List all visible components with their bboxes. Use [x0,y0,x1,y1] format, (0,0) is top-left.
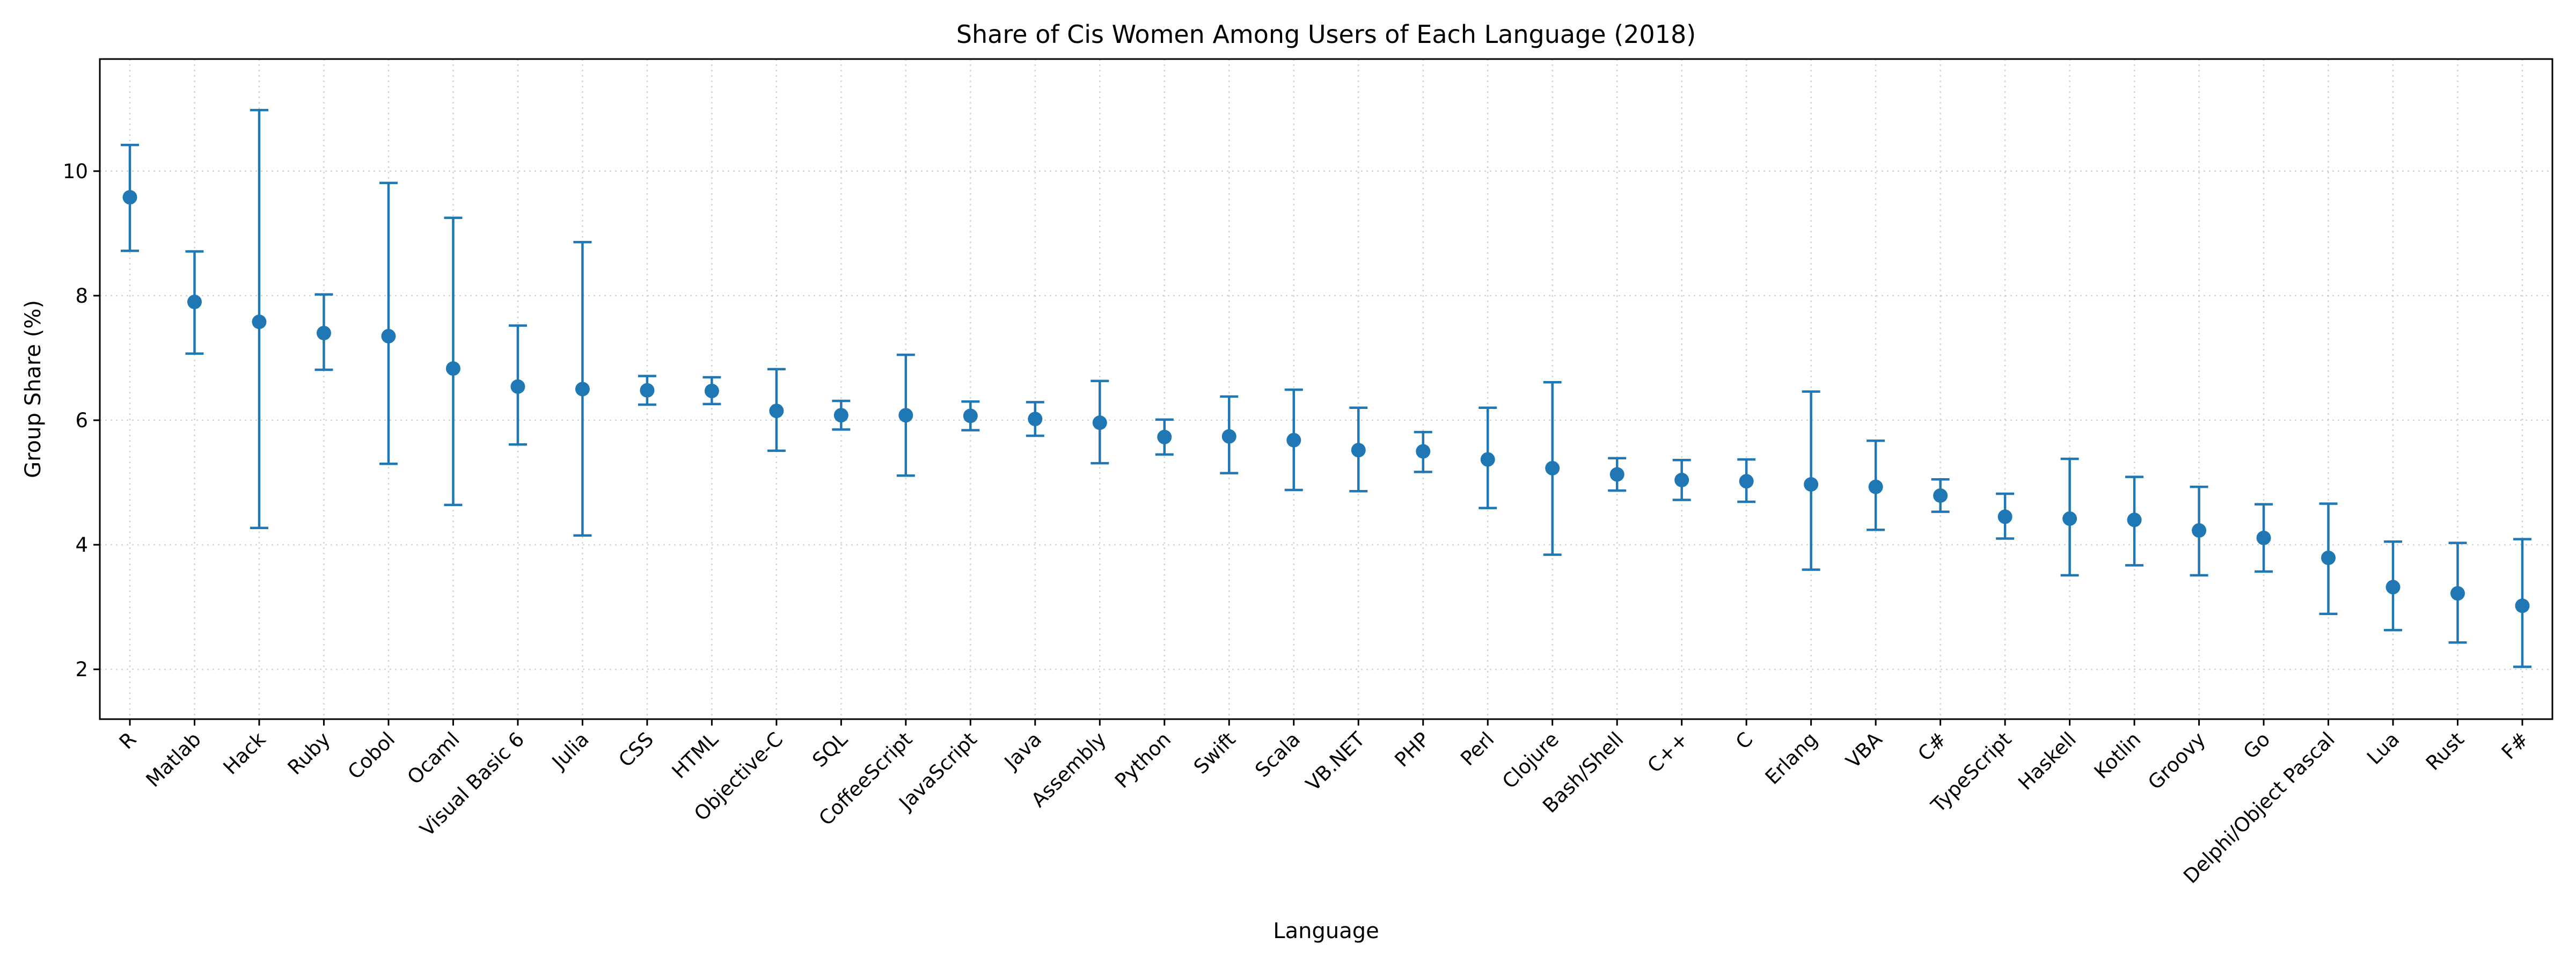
data-point-group [185,250,204,355]
data-point-group [1155,418,1174,456]
data-point-group [767,368,786,452]
data-point [704,383,719,398]
data-point [1157,429,1172,444]
data-point-group [1996,492,2015,540]
data-point-group [1349,406,1368,493]
x-axis-label: Language [1273,919,1379,943]
data-point-group [1220,395,1239,474]
data-point-group [638,375,656,406]
data-point-group [314,293,333,371]
data-point [640,383,655,398]
data-point-group [896,353,915,477]
data-point [2062,511,2077,526]
plot-frame [99,58,2553,720]
data-point-group [1608,457,1627,492]
data-point-group [2319,502,2338,616]
data-point [445,361,460,376]
data-point-group [2255,503,2273,573]
data-point-group [1026,401,1044,437]
data-point-group [1737,458,1756,503]
data-point-group [121,143,139,252]
data-point-group [961,400,980,431]
y-tick-label: 2 [75,658,88,681]
data-point [769,404,784,419]
data-point [1221,429,1236,444]
data-point-group [573,240,592,537]
data-point [833,408,848,423]
data-point [1868,479,1883,494]
y-tick-label: 4 [75,533,88,557]
data-point-group [1414,430,1432,473]
data-point [1997,509,2012,524]
data-point [1545,460,1560,475]
data-point [1933,488,1948,503]
data-point [963,408,978,423]
data-point [316,326,331,341]
data-point [2127,513,2142,528]
data-point [2515,598,2530,613]
data-point [122,190,137,205]
data-point [1286,433,1301,448]
data-point [510,379,525,394]
chart-title: Share of Cis Women Among Users of Each L… [956,20,1696,49]
data-point [252,314,267,330]
data-point [575,382,590,397]
data-point [898,408,913,423]
data-point [1804,477,1819,492]
data-point [1092,415,1107,430]
data-point [2450,586,2465,601]
y-tick-label: 10 [63,160,88,183]
data-point [1416,444,1431,459]
data-point-group [1479,406,1497,509]
data-point-group [2060,457,2079,577]
data-point [2256,530,2271,545]
data-point [1609,467,1624,482]
data-point-group [1931,478,1950,513]
y-tick-label: 6 [75,409,88,432]
data-point-group [508,324,527,446]
data-point-group [1672,459,1691,501]
data-point-group [1543,380,1562,556]
data-point [187,295,202,310]
data-point-group [2384,540,2403,632]
data-point-group [702,376,721,406]
data-point-group [832,399,851,431]
data-point [381,328,396,343]
data-point-group [1091,379,1109,465]
data-point-group [379,181,398,465]
data-point [1028,412,1043,427]
data-point-group [2448,541,2467,644]
data-point-group [2190,485,2208,577]
data-point [2192,523,2207,538]
data-point [1351,443,1366,458]
data-point [1739,474,1754,489]
data-point-group [1867,440,1885,531]
y-axis-label: Group Share (%) [21,300,46,478]
data-point-group [2125,475,2144,567]
data-point [2321,550,2336,565]
data-point-group [250,108,268,530]
data-point-group [2513,538,2531,668]
data-point-group [1802,390,1820,571]
y-tick-label: 8 [75,284,88,308]
data-point [1480,452,1495,467]
data-point [2385,580,2401,595]
data-point-group [444,216,463,507]
data-point [1674,472,1689,487]
data-point-group [1284,388,1303,492]
